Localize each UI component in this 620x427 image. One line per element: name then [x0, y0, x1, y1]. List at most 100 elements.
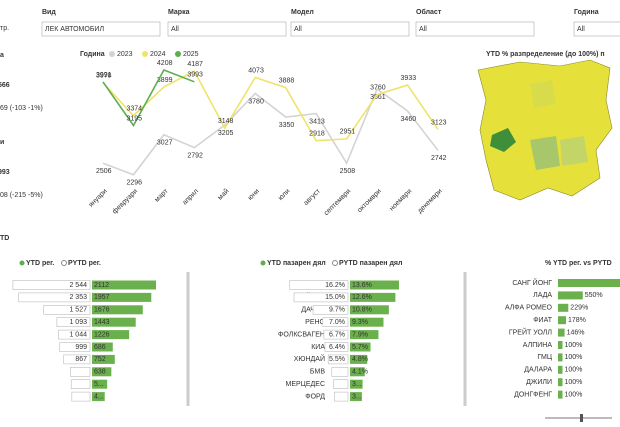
ytd-label: 686 [94, 344, 106, 351]
data-label: 4073 [248, 67, 264, 74]
pytd-label: 867 [75, 356, 87, 363]
data-label: 2792 [187, 152, 203, 159]
ytd-label: 752 [94, 356, 106, 363]
pytd-bar [331, 366, 349, 377]
pytd-bar [312, 304, 349, 315]
x-tick-label: май [216, 187, 231, 202]
dropdown-value: All [577, 26, 585, 33]
kpi-detail: 08 (-215 -5%) [0, 192, 43, 199]
ytd-label: 3... [352, 381, 362, 388]
ytd-label: 3... [352, 393, 362, 400]
pytd-label: 1 093 [69, 319, 87, 326]
chart-title: Година [80, 51, 105, 58]
row-name: МЕРЦЕДЕС [286, 381, 325, 388]
pytd-label: 1 044 [69, 331, 87, 338]
data-label: 3350 [279, 122, 295, 129]
x-tick-label: октомври [356, 188, 383, 215]
row-name: РЕНО [305, 319, 325, 326]
pytd-bar [63, 354, 91, 365]
x-tick-label: март [154, 187, 171, 204]
pytd-bar [322, 317, 349, 328]
legend-label: YTD рег. [26, 260, 54, 267]
data-label: 100% [565, 354, 583, 361]
x-tick-label: юни [247, 188, 261, 202]
pytd-bar [289, 280, 349, 290]
bar [558, 279, 620, 287]
legend-marker [61, 260, 67, 266]
map [477, 59, 613, 201]
ytd-bar [350, 367, 365, 377]
pytd-bar [323, 329, 349, 340]
ytd-bar [92, 367, 112, 377]
data-label: 2506 [96, 168, 112, 175]
ytd-bar [350, 280, 399, 290]
row-name: ЛАДА [533, 292, 552, 299]
x-tick-label: септември [323, 188, 352, 217]
data-label: 3899 [157, 77, 173, 84]
legend-label: 2023 [117, 51, 133, 58]
x-tick-label: декември [417, 188, 444, 215]
pytd-label: 1 527 [69, 307, 87, 314]
ytd-bar [92, 342, 113, 352]
pytd-bar [18, 292, 91, 303]
bar [558, 291, 583, 300]
data-label: 229% [570, 305, 588, 312]
pytd-bar [333, 379, 349, 390]
pytd-bar [58, 329, 91, 340]
ytd-bar [350, 330, 379, 340]
ytd-label: 638 [94, 369, 106, 376]
data-label: 550% [585, 292, 603, 299]
row-name: АЛПИНА [523, 342, 553, 349]
data-label: 3027 [157, 140, 173, 147]
kpi-value: 566 [0, 82, 10, 89]
dropdown[interactable] [167, 21, 287, 37]
legend-marker [19, 260, 25, 266]
pytd-bar [70, 379, 91, 390]
dropdown[interactable] [41, 21, 161, 37]
pytd-bar [324, 342, 349, 352]
ytd-bar [92, 280, 156, 290]
zoom-handle[interactable] [580, 414, 583, 422]
ytd-bar [92, 379, 108, 389]
kpi-label: а [0, 52, 4, 59]
dropdown[interactable] [290, 21, 410, 37]
data-label: 3413 [309, 118, 325, 125]
panel-title: % YTD рег. vs PYTD [545, 260, 612, 267]
bar [558, 378, 563, 387]
dropdown[interactable] [415, 21, 535, 37]
dropdown-value: All [419, 26, 427, 33]
row-name: ДАЛАРА [524, 367, 552, 374]
line-series [102, 69, 195, 128]
map-region [530, 80, 556, 108]
ytd-bar [92, 354, 115, 364]
row-name: ДОНГФЕНГ [514, 391, 552, 398]
ytd-bar [350, 379, 363, 389]
data-label: 3148 [218, 118, 234, 125]
row-name: ФОЛКСВАГЕН [278, 331, 325, 338]
data-label: 3460 [401, 116, 417, 123]
bar [558, 303, 569, 312]
row-name: БМВ [310, 369, 325, 376]
pytd-bar [71, 391, 91, 402]
ytd-bar [92, 317, 136, 327]
map-region [560, 136, 588, 166]
bar [558, 390, 563, 399]
dropdown[interactable] [573, 21, 620, 37]
ytd-bar [92, 292, 152, 302]
ytd-bar [350, 342, 371, 352]
data-label: 3933 [401, 75, 417, 82]
data-label: 2918 [309, 131, 325, 138]
row-name: КИА [311, 344, 325, 351]
data-label: 3123 [431, 119, 447, 126]
x-tick-label: ноември [389, 188, 414, 213]
data-label: 4187 [187, 61, 203, 68]
row-name: АЛФА РОМЕО [505, 305, 553, 312]
pytd-label: 9.7% [329, 307, 345, 314]
ytd-label: 13.6% [352, 282, 372, 289]
data-label: 3760 [370, 84, 386, 91]
pytd-bar [12, 280, 91, 290]
filter-cut: тр. [0, 25, 9, 32]
kpi-label: и [0, 139, 4, 146]
x-tick-label: април [181, 188, 200, 207]
x-tick-label: август [303, 187, 323, 207]
